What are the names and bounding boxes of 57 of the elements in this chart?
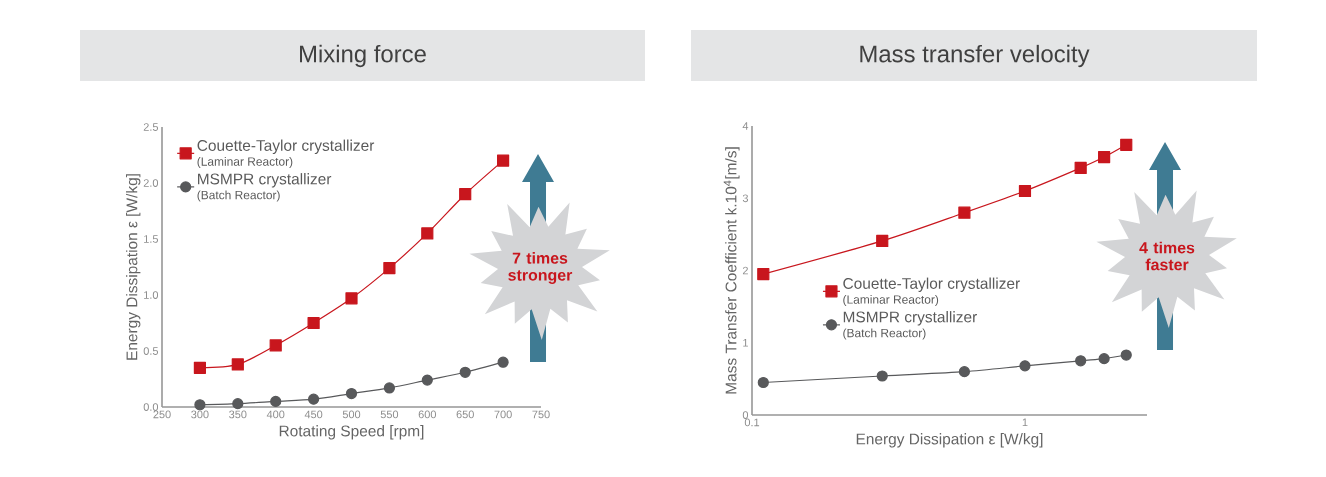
point (459, 366, 471, 378)
x-tick-label: 650 (456, 410, 474, 419)
y-tick-label: 1.5 (144, 235, 159, 243)
x-tick-label: 400 (266, 410, 285, 419)
point (497, 356, 509, 368)
x-tick-label: 550 (380, 410, 399, 419)
annotation: 7 times stronger (508, 252, 573, 284)
point (383, 382, 395, 394)
annotation: (Laminar Reactor) (197, 156, 293, 169)
x-tick-label: 500 (342, 410, 361, 419)
point (307, 316, 320, 330)
y-axis-title: Energy Dissipation ε [W/kg] (126, 174, 141, 360)
x-axis-title: Rotating Speed [rpm] (279, 425, 424, 440)
point (232, 398, 244, 410)
point (231, 358, 244, 371)
y-tick-label: 2.5 (143, 123, 159, 131)
y-tick-label: 1.0 (144, 291, 159, 299)
point (421, 227, 434, 240)
annotation: (Batch Reactor) (197, 190, 280, 202)
x-tick-label: 300 (191, 410, 209, 419)
legend-label: Couette-Taylor crystallizer (843, 277, 1020, 292)
y-tick-label: 1 (743, 338, 748, 347)
x-tick-label: 0.1 (744, 418, 760, 427)
point (383, 262, 396, 275)
legend-label: MSMPR crystallizer (198, 173, 332, 188)
legend-label: Couette-Taylor crystallizer (197, 139, 375, 154)
point (345, 387, 358, 400)
x-tick-label: 450 (304, 410, 323, 419)
legend-label: MSMPR crystallizer (843, 311, 977, 326)
x-tick-label: 700 (494, 410, 512, 419)
y-tick-label: 2.0 (143, 179, 159, 187)
point (194, 399, 206, 411)
x-tick-label: 350 (229, 410, 247, 419)
point (345, 292, 358, 305)
point (193, 361, 206, 374)
x-tick-label: 250 (153, 410, 171, 419)
annotation: (Laminar Reactor) (843, 294, 939, 307)
chart-title: Mass transfer velocity (860, 44, 1090, 68)
y-tick-label: 4 (742, 122, 749, 130)
point (497, 154, 510, 167)
point (308, 393, 320, 405)
y-tick-label: 0 (742, 411, 749, 419)
point (269, 339, 282, 352)
x-axis-title: Energy Dissipation ε [W/kg] (856, 433, 1043, 448)
x-tick-label: 750 (532, 410, 550, 419)
annotation: (Batch Reactor) (843, 328, 926, 340)
point (421, 374, 433, 386)
point (270, 395, 282, 407)
y-axis-title: Mass Transfer Coefficient k.10$^{4}$[m/s] (723, 147, 740, 394)
point (459, 188, 472, 201)
y-tick-label: 0.0 (143, 403, 159, 411)
x-tick-label: 600 (418, 410, 436, 419)
y-tick-label: 2 (742, 266, 748, 275)
chart-title: Mixing force (300, 44, 426, 68)
annotation: 4 times faster (1139, 241, 1195, 271)
y-tick-label: 3 (742, 194, 748, 203)
y-tick-label: 0.5 (143, 347, 159, 355)
